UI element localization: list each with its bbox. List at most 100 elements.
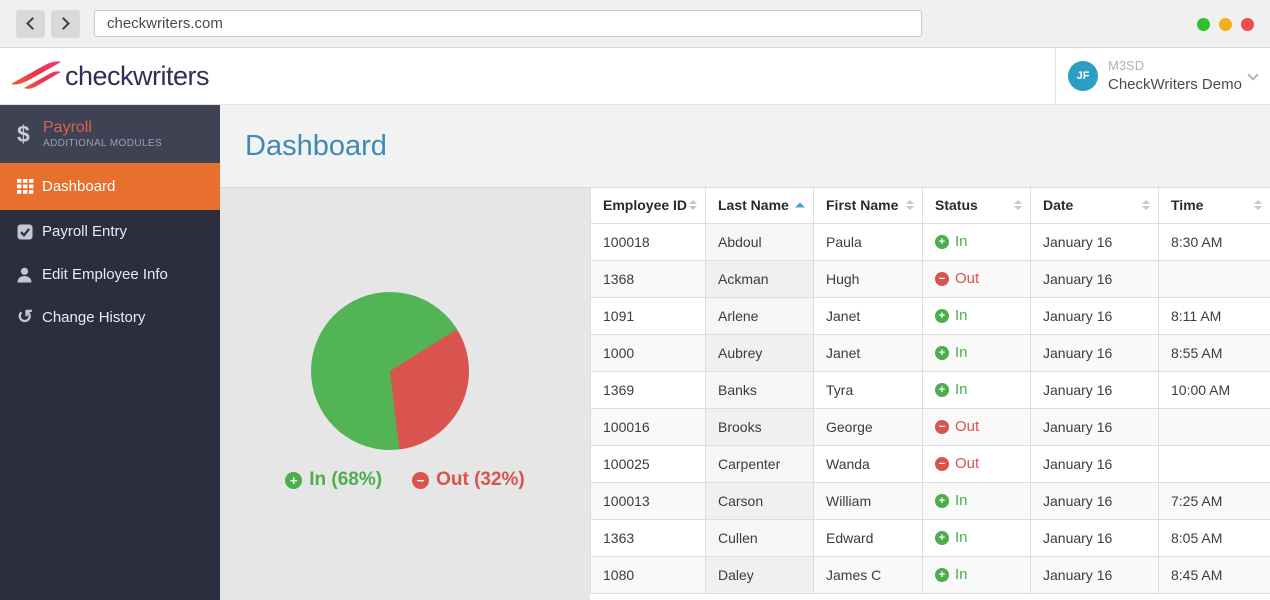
status-label: Out: [955, 270, 980, 287]
attendance-pie-chart: [311, 292, 469, 450]
column-header-employee-id[interactable]: Employee ID: [590, 188, 706, 224]
dollar-icon: $: [17, 120, 30, 147]
cell-time: 8:30 AM: [1158, 223, 1270, 261]
cell-date: January 16: [1030, 371, 1159, 409]
cell-date: January 16: [1030, 223, 1159, 261]
module-label: Payroll: [43, 118, 92, 136]
account-menu[interactable]: JF M3SD CheckWriters Demo: [1055, 48, 1270, 104]
cell-time: 8:05 AM: [1158, 519, 1270, 557]
module-header-payroll[interactable]: $ Payroll ADDITIONAL MODULES: [0, 105, 220, 163]
column-header-date[interactable]: Date: [1030, 188, 1159, 224]
chevron-down-icon: [1247, 69, 1259, 81]
cell-employee-id: 1091: [590, 297, 706, 335]
cell-first-name: George: [813, 408, 923, 446]
plus-circle-icon: [935, 382, 949, 397]
cell-status: Out: [922, 408, 1031, 446]
status-label: In: [955, 344, 968, 361]
cell-status: In: [922, 371, 1031, 409]
minus-circle-icon: [935, 271, 949, 286]
legend-label-in: In (68%): [309, 469, 383, 490]
cell-last-name: Ackman: [705, 260, 814, 298]
cell-status: In: [922, 482, 1031, 520]
cell-last-name: Abdoul: [705, 223, 814, 261]
check-square-icon: [17, 224, 42, 240]
cell-date: January 16: [1030, 297, 1159, 335]
sidebar-item-change-history[interactable]: ↺ Change History: [0, 296, 220, 339]
sort-asc-icon: [795, 202, 805, 208]
column-header-first-name[interactable]: First Name: [813, 188, 923, 224]
cell-date: January 16: [1030, 445, 1159, 483]
account-code: M3SD: [1108, 58, 1145, 74]
cell-first-name: Paula: [813, 223, 923, 261]
cell-employee-id: 1000: [590, 334, 706, 372]
sidebar-item-dashboard[interactable]: Dashboard: [0, 163, 220, 210]
cell-first-name: Janet: [813, 297, 923, 335]
cell-status: In: [922, 297, 1031, 335]
cell-last-name: Banks: [705, 371, 814, 409]
status-label: In: [955, 233, 968, 250]
legend-item-in: In (68%): [285, 469, 382, 491]
cell-last-name: Arlene: [705, 297, 814, 335]
cell-date: January 16: [1030, 482, 1159, 520]
person-icon: [17, 267, 42, 283]
attendance-table: Employee ID Last Name First Name Status Date…: [590, 188, 1270, 594]
table-header-row: Employee ID Last Name First Name Status Date…: [590, 188, 1270, 224]
title-band: Dashboard: [220, 105, 1270, 188]
status-label: In: [955, 492, 968, 509]
cell-first-name: Wanda: [813, 445, 923, 483]
column-header-last-name[interactable]: Last Name: [705, 188, 814, 224]
window-light-green[interactable]: [1197, 18, 1210, 31]
cell-date: January 16: [1030, 334, 1159, 372]
cell-time: [1158, 260, 1270, 298]
column-header-time[interactable]: Time: [1158, 188, 1270, 224]
page-title: Dashboard: [245, 129, 387, 162]
cell-date: January 16: [1030, 260, 1159, 298]
plus-circle-icon: [935, 308, 949, 323]
column-header-status[interactable]: Status: [922, 188, 1031, 224]
pie-legend: In (68%) Out (32%): [220, 469, 590, 491]
status-label: In: [955, 307, 968, 324]
sort-icon: [906, 200, 914, 211]
logo-swoosh-icon: [10, 59, 62, 94]
sidebar-item-label: Change History: [42, 309, 146, 326]
status-label: In: [955, 381, 968, 398]
sidebar-item-payroll-entry[interactable]: Payroll Entry: [0, 210, 220, 253]
sidebar-item-edit-employee-info[interactable]: Edit Employee Info: [0, 253, 220, 296]
sort-icon: [1142, 200, 1150, 211]
sidebar-item-label: Edit Employee Info: [42, 266, 168, 283]
url-input[interactable]: [94, 10, 922, 37]
cell-time: 10:00 AM: [1158, 371, 1270, 409]
plus-circle-icon: [935, 234, 949, 249]
cell-date: January 16: [1030, 408, 1159, 446]
cell-last-name: Aubrey: [705, 334, 814, 372]
cell-time: [1158, 445, 1270, 483]
status-label: In: [955, 566, 968, 583]
back-button[interactable]: [16, 9, 45, 38]
attendance-chart-zone: In (68%) Out (32%): [220, 188, 590, 600]
window-controls: [1197, 18, 1254, 31]
module-sublabel: ADDITIONAL MODULES: [43, 137, 163, 149]
forward-button[interactable]: [51, 9, 80, 38]
cell-first-name: Hugh: [813, 260, 923, 298]
window-light-yellow[interactable]: [1219, 18, 1232, 31]
browser-chrome: [0, 0, 1270, 48]
account-name: CheckWriters Demo: [1108, 75, 1242, 93]
minus-circle-icon: [935, 456, 949, 471]
cell-first-name: James C: [813, 556, 923, 594]
status-label: In: [955, 529, 968, 546]
sidebar-item-label: Payroll Entry: [42, 223, 128, 240]
attendance-table-panel: Employee ID Last Name First Name Status Date…: [590, 188, 1270, 600]
cell-employee-id: 100025: [590, 445, 706, 483]
cell-employee-id: 1369: [590, 371, 706, 409]
minus-circle-icon: [412, 471, 430, 489]
cell-time: 8:45 AM: [1158, 556, 1270, 594]
status-label: Out: [955, 455, 980, 472]
window-light-red[interactable]: [1241, 18, 1254, 31]
legend-label-out: Out (32%): [436, 469, 525, 490]
